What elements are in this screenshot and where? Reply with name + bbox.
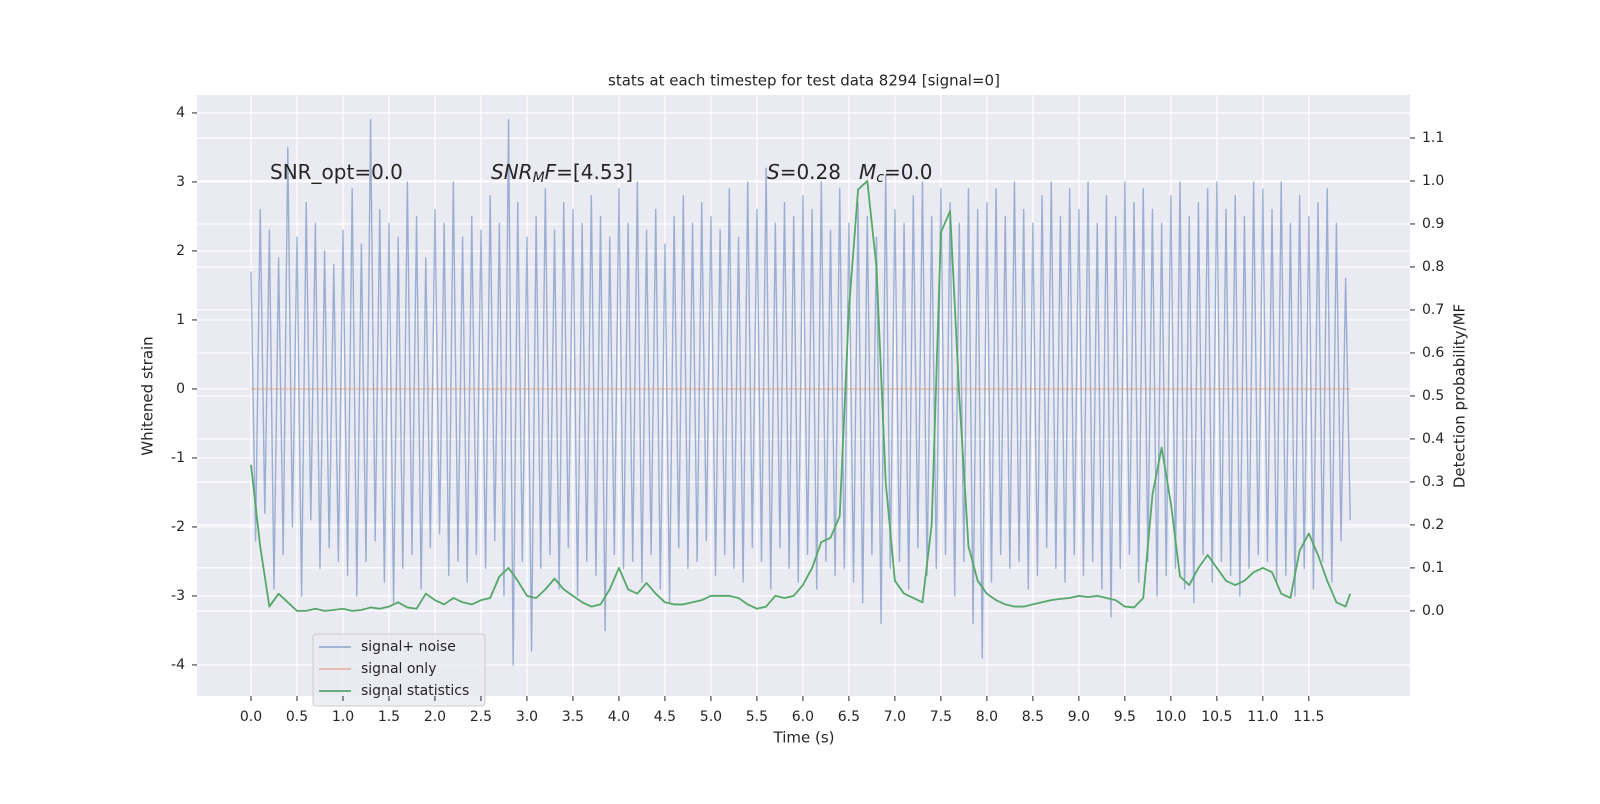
legend-label: signal only [361,661,436,677]
annotation-part: M [859,160,876,184]
annotation-part: =0.0 [884,160,933,184]
y2-tick-label: 0.5 [1422,388,1444,404]
annotation-part: c [876,170,884,186]
x-tick-label: 6.5 [838,709,860,725]
x-tick-label: 7.5 [930,709,952,725]
y2-tick-label: 0.0 [1422,603,1444,619]
y-tick-label: -1 [171,450,185,466]
annotation-part: SNR_opt=0.0 [270,160,403,184]
x-tick-label: 8.5 [1022,709,1044,725]
y2-tick-label: 0.9 [1422,216,1444,232]
y-tick-label: 1 [176,312,185,328]
y-tick-label: 4 [176,105,185,121]
legend-label: signal statistics [361,683,469,699]
x-tick-label: 11.0 [1247,709,1278,725]
x-tick-label: 2.5 [470,709,492,725]
y2-tick-label: 1.0 [1422,173,1444,189]
y2-tick-label: 0.2 [1422,517,1444,533]
x-tick-label: 6.0 [792,709,814,725]
y-tick-label: -4 [171,657,185,673]
x-tick-label: 10.5 [1201,709,1232,725]
y2-tick-label: 0.1 [1422,560,1444,576]
annotation: SNR_opt=0.0 [270,160,403,184]
x-tick-label: 5.0 [700,709,722,725]
x-tick-label: 1.5 [378,709,400,725]
x-tick-label: 0.0 [240,709,262,725]
y-tick-label: 3 [176,174,185,190]
x-tick-label: 7.0 [884,709,906,725]
x-tick-label: 8.0 [976,709,998,725]
annotations: SNR_opt=0.0 SNRMF=[4.53] S=0.28 Mc=0.0 [270,160,933,187]
x-tick-label: 3.5 [562,709,584,725]
annotation: S=0.28 [767,160,841,184]
y2-tick-label: 1.1 [1422,130,1444,146]
y2-tick-label: 0.7 [1422,302,1444,318]
annotation: SNRMF=[4.53] [491,160,633,187]
x-tick-label: 3.0 [516,709,538,725]
x-tick-label: 9.5 [1114,709,1136,725]
y-tick-label: -3 [171,588,185,604]
annotation: Mc=0.0 [859,160,933,187]
annotation-part: SNR [491,160,533,184]
x-tick-label: 9.0 [1068,709,1090,725]
annotation-part: M [533,170,545,186]
y-tick-label: 2 [176,243,185,259]
x-axis-label: Time (s) [773,729,835,747]
x-tick-label: 5.5 [746,709,768,725]
y2-tick-label: 0.6 [1422,345,1444,361]
x-tick-label: 4.5 [654,709,676,725]
annotation-part: S [767,160,780,184]
y-axis-label: Whitened strain [139,336,157,455]
legend: signal+ noise signal only signal statistic… [312,633,486,707]
series-line [250,180,1352,612]
y-tick-label: 0 [176,381,185,397]
x-tick-label: 4.0 [608,709,630,725]
y2-tick-label: 0.8 [1422,259,1444,275]
x-tick-label: 1.0 [332,709,354,725]
x-tick-label: 0.5 [286,709,308,725]
series [250,119,1352,666]
annotation-part: =[4.53] [556,160,633,184]
y2-tick-label: 0.4 [1422,431,1444,447]
x-tick-label: 11.5 [1293,709,1324,725]
chart-title: stats at each timestep for test data 829… [608,72,1000,90]
annotation-part: F [545,160,557,184]
x-tick-label: 10.0 [1155,709,1186,725]
legend-label: signal+ noise [361,639,456,655]
y2-tick-label: 0.3 [1422,474,1444,490]
x-tick-label: 2.0 [424,709,446,725]
y2-axis-label: Detection probability/MF [1451,304,1469,488]
legend-box [312,633,486,707]
annotation-part: =0.28 [780,160,841,184]
y-tick-label: -2 [171,519,185,535]
